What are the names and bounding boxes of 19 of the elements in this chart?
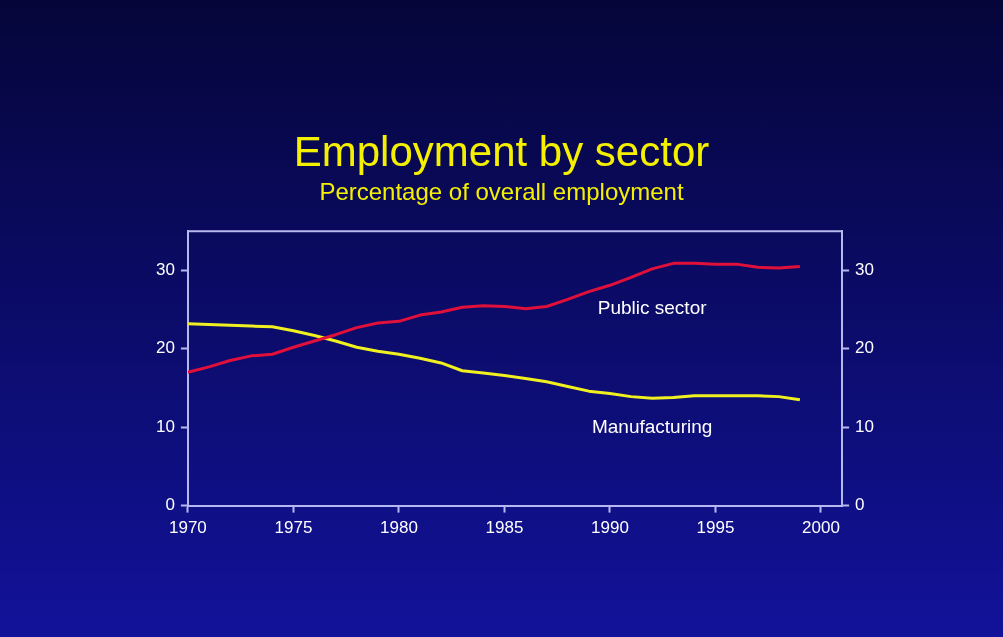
chart-title: Employment by sector <box>292 128 711 176</box>
x-tick-label: 1995 <box>696 518 735 538</box>
x-tick-label: 1970 <box>169 518 207 538</box>
chart-subtitle: Percentage of overall employment <box>318 178 685 206</box>
x-tick-label: 1975 <box>274 518 313 538</box>
x-tick-label: 1990 <box>591 518 629 538</box>
x-tick-label: 2000 <box>802 518 840 538</box>
y-tick-label: 20 <box>155 338 175 358</box>
series-label: Manufacturing <box>591 415 713 437</box>
y2-tick-label: 10 <box>855 416 875 436</box>
y2-tick-label: 0 <box>855 495 865 515</box>
y2-tick-label: 30 <box>855 260 875 280</box>
series-label: Public sector <box>597 296 708 318</box>
y2-tick-label: 20 <box>855 338 875 358</box>
y-tick-label: 30 <box>155 260 175 280</box>
y-tick-label: 0 <box>165 495 175 515</box>
y-tick-label: 10 <box>155 416 175 436</box>
x-tick-label: 1985 <box>485 518 524 538</box>
x-tick-label: 1980 <box>380 518 418 538</box>
